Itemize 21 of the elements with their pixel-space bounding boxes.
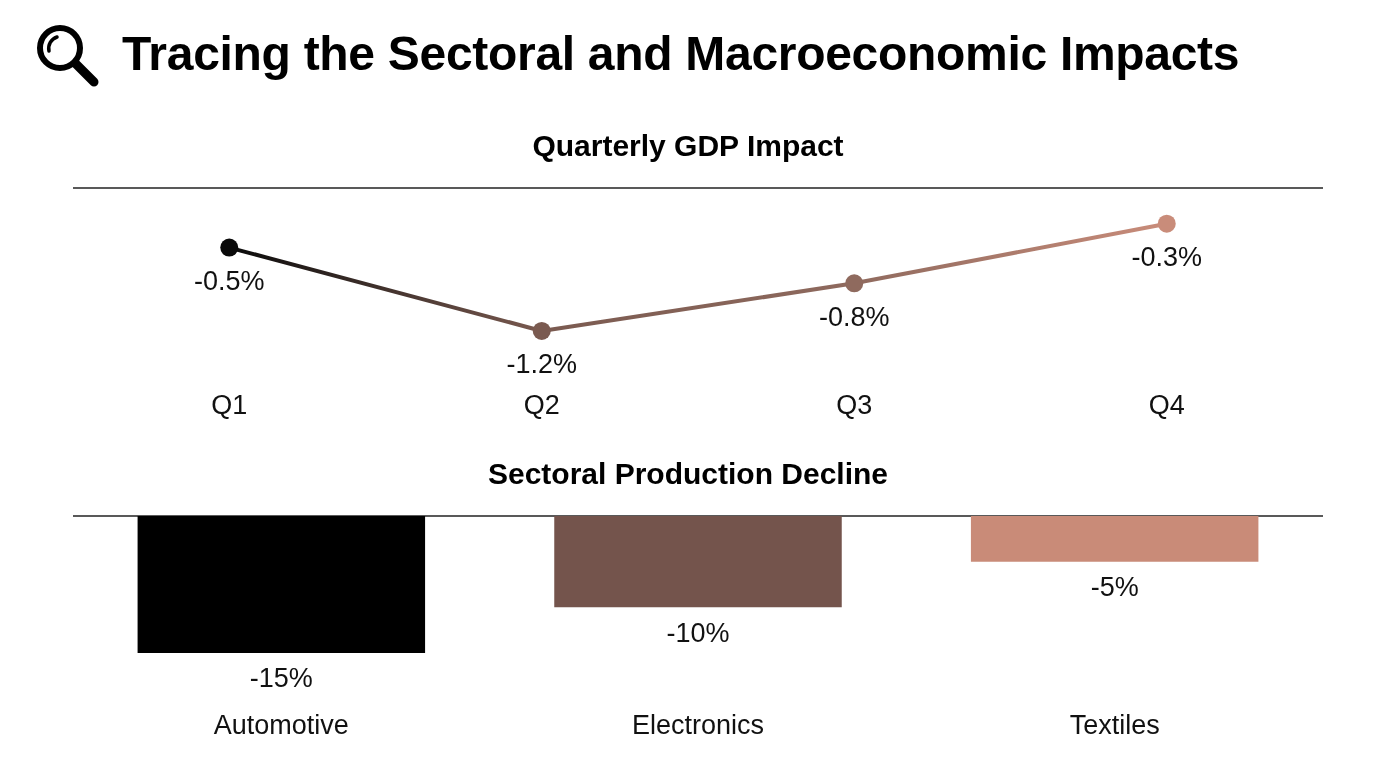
x-tick-label: Q1	[211, 390, 248, 421]
point	[220, 238, 239, 257]
x-tick-label: Textiles	[1069, 710, 1160, 741]
data-label: -15%	[249, 663, 313, 694]
x-tick-label: Q2	[523, 390, 560, 421]
point	[845, 274, 864, 293]
data-label: -0.3%	[1131, 242, 1203, 273]
chart-title: Tracing the Sectoral and Macroeconomic Impacts	[122, 26, 1240, 82]
chart-subtitle: Quarterly GDP Impact	[532, 129, 844, 163]
data-label: -0.5%	[193, 266, 265, 297]
x-tick-label: Q3	[836, 390, 873, 421]
x-tick-label: Q4	[1148, 390, 1185, 421]
data-label: -1.2%	[506, 349, 578, 380]
data-label: -0.8%	[818, 301, 890, 332]
data-label: -10%	[666, 617, 730, 648]
point	[532, 321, 551, 340]
data-label: -5%	[1090, 572, 1139, 603]
point	[1157, 214, 1176, 233]
x-tick-label: Automotive	[213, 710, 349, 741]
x-tick-label: Electronics	[631, 710, 765, 741]
chart-title: Sectoral Production Decline	[487, 457, 889, 491]
